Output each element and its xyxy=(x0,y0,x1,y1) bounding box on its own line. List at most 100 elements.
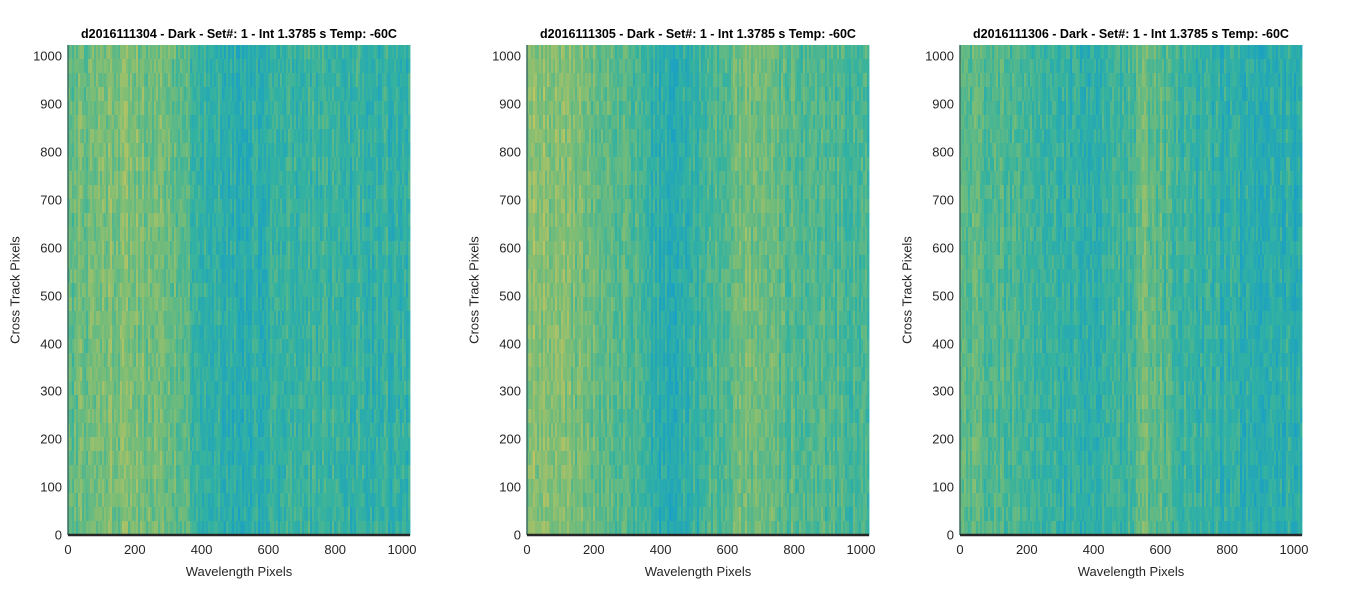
heatmap-cell xyxy=(90,73,93,88)
heatmap-cell xyxy=(236,213,239,228)
heatmap-cell xyxy=(188,157,191,172)
heatmap-cell xyxy=(134,157,137,172)
heatmap-cell xyxy=(94,353,97,368)
heatmap-cell xyxy=(160,311,163,326)
heatmap-cell xyxy=(74,199,77,214)
heatmap-cell xyxy=(180,101,183,116)
heatmap-cell xyxy=(274,157,277,172)
heatmap-cell xyxy=(154,45,157,60)
heatmap-cell xyxy=(236,227,239,242)
heatmap-cell xyxy=(124,367,127,382)
heatmap-cell xyxy=(82,213,85,228)
heatmap-cell xyxy=(166,87,169,102)
heatmap-cell xyxy=(270,451,273,466)
heatmap-cell xyxy=(208,367,211,382)
heatmap-cell xyxy=(276,255,279,270)
heatmap-cell xyxy=(128,115,131,130)
heatmap-cell xyxy=(298,101,301,116)
heatmap-cell xyxy=(120,269,123,284)
heatmap-cell xyxy=(222,157,225,172)
heatmap-cell xyxy=(244,325,247,340)
heatmap-cell xyxy=(84,451,87,466)
heatmap-cell xyxy=(130,353,133,368)
heatmap-cell xyxy=(266,325,269,340)
heatmap-cell xyxy=(238,297,241,312)
heatmap-cell xyxy=(130,493,133,508)
heatmap-cell xyxy=(80,87,83,102)
heatmap-cell xyxy=(120,241,123,256)
heatmap-cell xyxy=(98,185,101,200)
heatmap-cell xyxy=(316,101,319,116)
heatmap-cell xyxy=(256,381,259,396)
heatmap-cell xyxy=(250,409,253,424)
heatmap-cell xyxy=(350,311,353,326)
heatmap-cell xyxy=(274,339,277,354)
heatmap-cell xyxy=(156,437,159,452)
heatmap-cell xyxy=(130,395,133,410)
heatmap-cell xyxy=(314,129,317,144)
heatmap-cell xyxy=(138,283,141,298)
heatmap-cell xyxy=(196,465,199,480)
heatmap-cell xyxy=(92,493,95,508)
heatmap-cell xyxy=(158,521,161,536)
heatmap-cell xyxy=(162,283,165,298)
heatmap-cell xyxy=(88,479,91,494)
heatmap-cell xyxy=(190,59,193,74)
heatmap-cell xyxy=(92,395,95,410)
heatmap-cell xyxy=(202,45,205,60)
heatmap-cell xyxy=(320,171,323,186)
heatmap-cell xyxy=(274,87,277,102)
heatmap-cell xyxy=(102,297,105,312)
heatmap-cell xyxy=(292,171,295,186)
heatmap-cell xyxy=(176,297,179,312)
heatmap-cell xyxy=(86,157,89,172)
heatmap-cell xyxy=(292,493,295,508)
heatmap-cell xyxy=(328,521,331,536)
heatmap-cell xyxy=(122,367,125,382)
heatmap-cell xyxy=(196,199,199,214)
heatmap-cell xyxy=(214,227,217,242)
heatmap-cell xyxy=(274,143,277,158)
heatmap-cell xyxy=(254,437,257,452)
heatmap-cell xyxy=(132,213,135,228)
heatmap-cell xyxy=(104,283,107,298)
heatmap-cell xyxy=(96,297,99,312)
heatmap-cell xyxy=(126,185,129,200)
heatmap-cell xyxy=(224,45,227,60)
heatmap-cell xyxy=(176,367,179,382)
heatmap-cell xyxy=(86,521,89,536)
heatmap-cell xyxy=(92,115,95,130)
heatmap-cell xyxy=(344,157,347,172)
heatmap-cell xyxy=(206,241,209,256)
heatmap-cell xyxy=(234,213,237,228)
heatmap-cell xyxy=(78,213,81,228)
heatmap-cell xyxy=(114,269,117,284)
heatmap-cell xyxy=(184,297,187,312)
heatmap-cell xyxy=(84,199,87,214)
heatmap-cell xyxy=(152,297,155,312)
heatmap-cell xyxy=(234,465,237,480)
heatmap-cell xyxy=(92,367,95,382)
heatmap-cell xyxy=(310,521,313,536)
heatmap-cell xyxy=(142,283,145,298)
heatmap-cell xyxy=(238,59,241,74)
heatmap-cell xyxy=(228,395,231,410)
heatmap-cell xyxy=(348,87,351,102)
heatmap-cell xyxy=(152,465,155,480)
heatmap-cell xyxy=(286,59,289,74)
heatmap-cell xyxy=(346,451,349,466)
heatmap-cell xyxy=(116,129,119,144)
heatmap-cell xyxy=(174,269,177,284)
heatmap-cell xyxy=(220,45,223,60)
heatmap-cell xyxy=(174,353,177,368)
heatmap-cell xyxy=(256,59,259,74)
heatmap-cell xyxy=(130,171,133,186)
heatmap-cell xyxy=(290,227,293,242)
heatmap-cell xyxy=(316,395,319,410)
heatmap-cell xyxy=(180,297,183,312)
heatmap-cell xyxy=(346,395,349,410)
heatmap-cell xyxy=(118,157,121,172)
heatmap-cell xyxy=(86,241,89,256)
heatmap-cell xyxy=(348,115,351,130)
heatmap-cell xyxy=(168,101,171,116)
